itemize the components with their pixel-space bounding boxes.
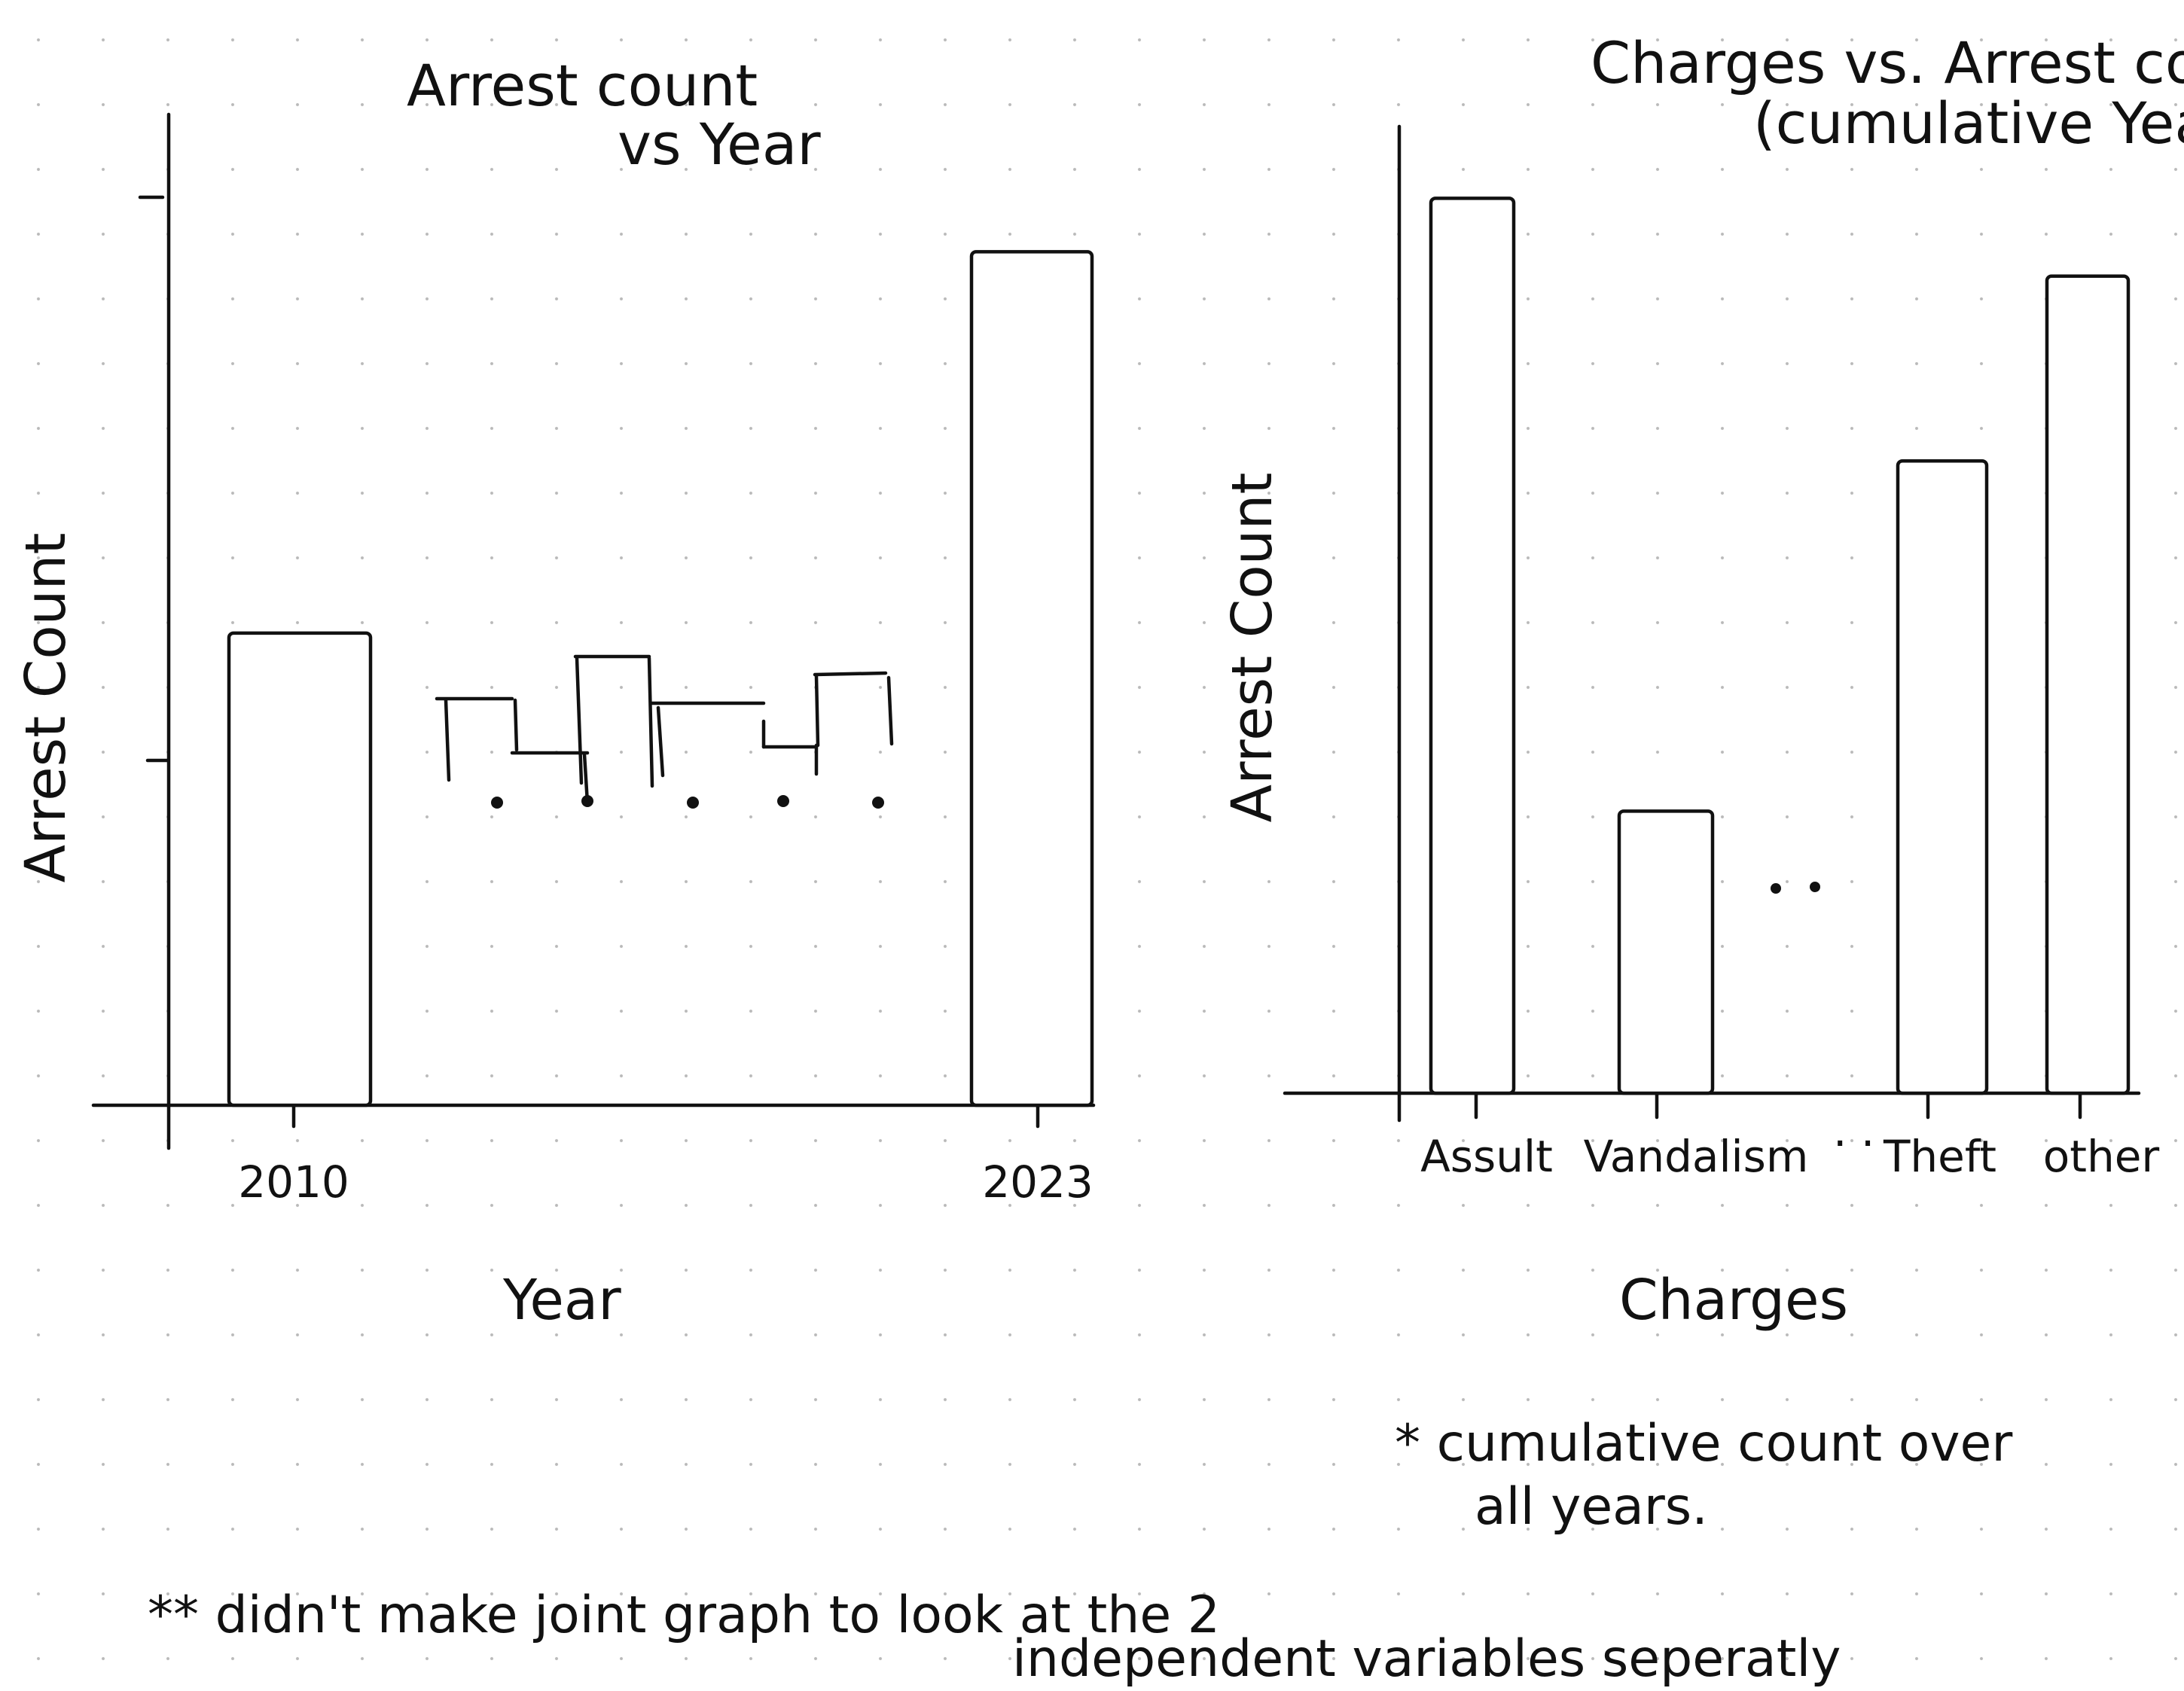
- charges-chart-x-axis-label: Charges: [1619, 1268, 1848, 1333]
- charges-chart: Charges vs. Arrest count (cumulative Yea…: [1220, 29, 2184, 1333]
- charges-chart-title-line-2: (cumulative Years): [1753, 90, 2184, 157]
- continuation-step-riser: [647, 656, 654, 788]
- continuation-step-riser: [582, 752, 590, 805]
- year-bar-2010: [227, 631, 373, 1108]
- cumulative-note-line-1: * cumulative count over: [1395, 1414, 2012, 1473]
- year-bar-2023: [969, 250, 1094, 1108]
- year-chart-continuation-dots: [491, 795, 884, 809]
- continuation-dot: [581, 795, 593, 807]
- year-x-tick-label-2023: 2023: [982, 1156, 1094, 1208]
- year-chart-x-ticks: 2010 2023: [238, 1104, 1094, 1208]
- charge-x-tick-label-other: other: [2043, 1131, 2160, 1182]
- continuation-step-top: [813, 671, 888, 677]
- joint-graph-note-line-2: independent variables seperatly: [1012, 1629, 1841, 1689]
- charge-bar-theft: [1896, 459, 1989, 1095]
- charge-bar-assult: [1429, 197, 1516, 1095]
- year-x-tick-label-2010: 2010: [238, 1156, 349, 1208]
- continuation-dot: [777, 795, 789, 807]
- year-chart-title-line-1: Arrest count: [407, 52, 758, 119]
- joint-graph-note-line-1: ** didn't make joint graph to look at th…: [148, 1586, 1220, 1645]
- charges-chart-ellipsis-dot: [1810, 882, 1820, 892]
- year-chart-x-axis-label: Year: [502, 1268, 621, 1333]
- continuation-step-riser: [886, 675, 894, 746]
- cumulative-note-line-2: all years.: [1475, 1477, 1708, 1537]
- continuation-step-riser: [814, 674, 820, 748]
- continuation-step-riser: [575, 656, 584, 785]
- year-chart-title-line-2: vs Year: [618, 111, 821, 178]
- charges-chart-ellipsis-label: . .: [1833, 1105, 1874, 1156]
- year-chart: Arrest count vs Year 2010 2023 Year Arres…: [14, 52, 1096, 1333]
- continuation-dot: [872, 797, 884, 809]
- continuation-step-riser: [656, 705, 665, 778]
- charge-bar-vandalism: [1617, 809, 1715, 1095]
- continuation-step-riser: [513, 698, 519, 752]
- charges-chart-bars: [1429, 197, 2131, 1095]
- year-chart-bars: [227, 250, 1094, 1108]
- charge-bar-other: [2045, 274, 2131, 1095]
- charge-x-tick-label-theft: Theft: [1883, 1131, 1996, 1182]
- charges-chart-x-ticks: Assult Vandalism Theft other: [1420, 1092, 2160, 1182]
- continuation-dot: [687, 797, 699, 809]
- charges-chart-y-axis-label: Arrest Count: [1220, 473, 1285, 823]
- charges-chart-ellipsis-dot: [1771, 883, 1781, 894]
- charge-x-tick-label-assult: Assult: [1420, 1131, 1553, 1182]
- charge-x-tick-label-vandalism: Vandalism: [1584, 1131, 1809, 1182]
- charges-chart-title-line-1: Charges vs. Arrest count: [1591, 29, 2184, 96]
- continuation-dot: [491, 797, 503, 809]
- year-chart-y-axis-label: Arrest Count: [14, 533, 78, 883]
- year-chart-continuation-steps: [435, 654, 894, 805]
- continuation-step-riser: [444, 698, 451, 782]
